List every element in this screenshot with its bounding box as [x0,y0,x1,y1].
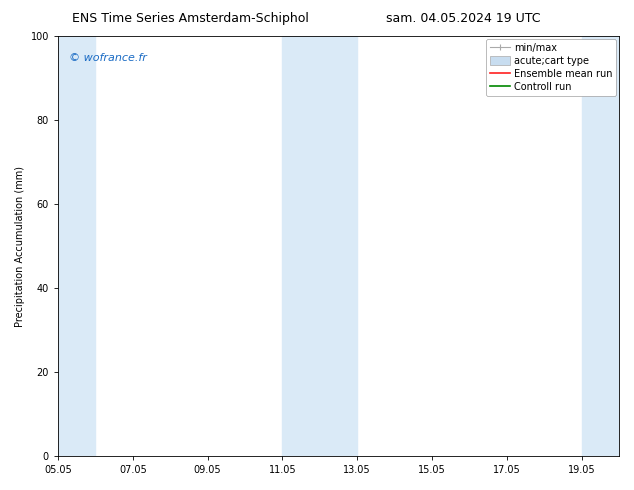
Legend: min/max, acute;cart type, Ensemble mean run, Controll run: min/max, acute;cart type, Ensemble mean … [486,39,616,96]
Text: © wofrance.fr: © wofrance.fr [69,53,147,63]
Text: ENS Time Series Amsterdam-Schiphol: ENS Time Series Amsterdam-Schiphol [72,12,309,25]
Bar [282,36,357,456]
Bar [58,36,95,456]
Y-axis label: Precipitation Accumulation (mm): Precipitation Accumulation (mm) [15,166,25,326]
Bar [581,36,619,456]
Text: sam. 04.05.2024 19 UTC: sam. 04.05.2024 19 UTC [385,12,540,25]
